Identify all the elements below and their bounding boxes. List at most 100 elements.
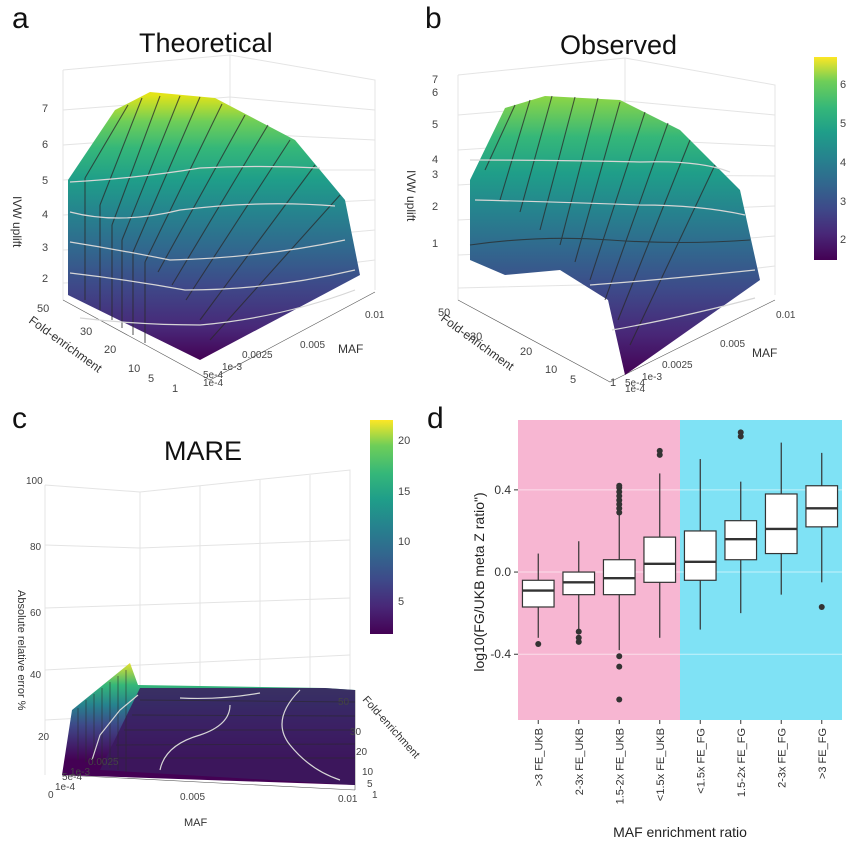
tick-label: 30 (470, 331, 482, 343)
x-tick-label: >3 FE_FG (817, 728, 829, 779)
iqr-box (764, 493, 798, 555)
box-6 (724, 429, 758, 614)
box-8 (805, 452, 839, 610)
panel-c-x-ticks: 01e-45e-41e-30.0025 0.005 0.01 (48, 757, 358, 805)
tick-label: 0.0025 (88, 757, 119, 768)
panel-a-z-label: IVW uplift (10, 196, 24, 248)
tick-label: 5e-4 (62, 772, 82, 783)
tick-label: 5e-4 (203, 370, 223, 381)
tick-label: 1 (172, 383, 178, 395)
panel-a-y-ticks: 1e-45e-41e-30.0025 0.005 0.01 (203, 310, 385, 389)
tick-label: 2 (42, 273, 48, 285)
outlier-point (616, 696, 623, 703)
outlier-point (616, 505, 623, 512)
box-5 (683, 459, 717, 630)
tick-label: 5 (840, 118, 846, 130)
panel-b-z-ticks: 1 2 3 4 5 67 (432, 74, 438, 250)
panel-b-y-ticks: 1e-45e-41e-30.0025 0.005 0.01 (625, 310, 796, 395)
box-4 (643, 447, 677, 638)
tick-label: 0.0025 (662, 360, 693, 371)
panel-a-surface-plot: 2 3 4 5 6 7 50 30 20 10 5 1 1e-45e-41e-30.0025 0.00… (10, 54, 385, 395)
panel-letter-b: b (425, 2, 442, 35)
panel-letter-a: a (12, 2, 29, 35)
x-tick-label: >3 FE_UKB (533, 728, 545, 786)
outlier-point (616, 488, 623, 495)
box-7 (764, 442, 798, 595)
panel-b-mesh-lines (469, 95, 751, 346)
outlier-point (818, 603, 825, 610)
panel-a-y-label: MAF (338, 342, 363, 356)
outlier-point (737, 433, 744, 440)
tick-label: 7 (42, 103, 48, 115)
outlier-point (616, 663, 623, 670)
panel-a-mesh-lines (84, 95, 341, 343)
tick-label: 3 (432, 169, 438, 181)
tick-label: 5 (570, 374, 576, 386)
panel-letter-c: c (12, 402, 27, 435)
panel-a-x-ticks: 50 30 20 10 5 1 (37, 303, 178, 395)
tick-label: 5 (398, 596, 404, 608)
outlier-point (616, 497, 623, 504)
panel-a-x-label: Fold-enrichment (26, 313, 105, 376)
tick-label: 20 (104, 344, 116, 356)
tick-label: 6 (840, 79, 846, 91)
tick-label: 0.0025 (242, 350, 273, 361)
tick-label: 1e-3 (70, 767, 90, 778)
tick-label: 3 (840, 196, 846, 208)
outlier-point (575, 638, 582, 645)
tick-label: 7 (432, 74, 438, 86)
panel-title-c: MARE (164, 436, 243, 466)
tick-label: 6 (42, 139, 48, 151)
outlier-point (575, 628, 582, 635)
panel-a-surface (68, 92, 360, 360)
panel-letter-d: d (427, 402, 444, 435)
tick-label: 15 (398, 486, 410, 498)
x-tick-label: 2-3x FE_FG (776, 728, 788, 788)
outlier-point (616, 509, 623, 516)
tick-label: 20 (520, 346, 532, 358)
outlier-point (656, 447, 663, 454)
tick-label: 0.005 (180, 792, 205, 803)
tick-label: 5 (148, 373, 154, 385)
iqr-box (643, 536, 677, 583)
iqr-box (521, 579, 555, 608)
tick-label: 2 (432, 201, 438, 213)
y-tick-label: -0.4 (490, 647, 511, 661)
panel-c-surface-plot: 20 40 60 80 100 01e-45e-41e-30.0025 0.005 0.01… (15, 420, 422, 829)
tick-label: 10 (128, 363, 140, 375)
panel-title-b: Observed (560, 30, 678, 60)
tick-label: 0 (48, 790, 54, 801)
tick-label: 50 (37, 303, 49, 315)
tick-label: 5e-4 (625, 378, 645, 389)
panel-d-background-regions (518, 420, 842, 720)
panel-b-contours (469, 159, 756, 331)
tick-label: 20 (38, 732, 50, 743)
tick-label: 6 (432, 87, 438, 99)
outlier-point (535, 640, 542, 647)
tick-label: 5 (42, 175, 48, 187)
panel-c-z-ticks: 20 40 60 80 100 (26, 476, 50, 743)
tick-label: 3 (42, 242, 48, 254)
tick-label: 0.01 (365, 310, 385, 321)
outlier-point (616, 493, 623, 500)
x-tick-label: 1.5-2x FE_FG (736, 728, 748, 797)
panel-d-y-label: log10(FG/UKB meta Z ratio") (471, 492, 487, 671)
panel-a-z-ticks: 2 3 4 5 6 7 (42, 103, 48, 285)
panel-c-y-label: Fold-enrichment (360, 694, 422, 761)
tick-label: 50 (438, 307, 450, 319)
tick-label: 10 (362, 767, 374, 778)
y-tick-label: 0.0 (494, 565, 511, 579)
x-tick-label: 1.5-2x FE_UKB (614, 728, 626, 804)
tick-label: 0.01 (776, 310, 796, 321)
tick-label: 0.005 (720, 339, 745, 350)
tick-label: 10 (545, 364, 557, 376)
box-2 (562, 541, 596, 645)
panel-b-x-label: Fold-enrichment (438, 311, 517, 374)
panel-c-contours (91, 689, 341, 781)
outlier-point (656, 451, 663, 458)
tick-label: 100 (26, 476, 43, 487)
tick-label: 4 (840, 157, 846, 169)
tick-label: 10 (398, 536, 410, 548)
